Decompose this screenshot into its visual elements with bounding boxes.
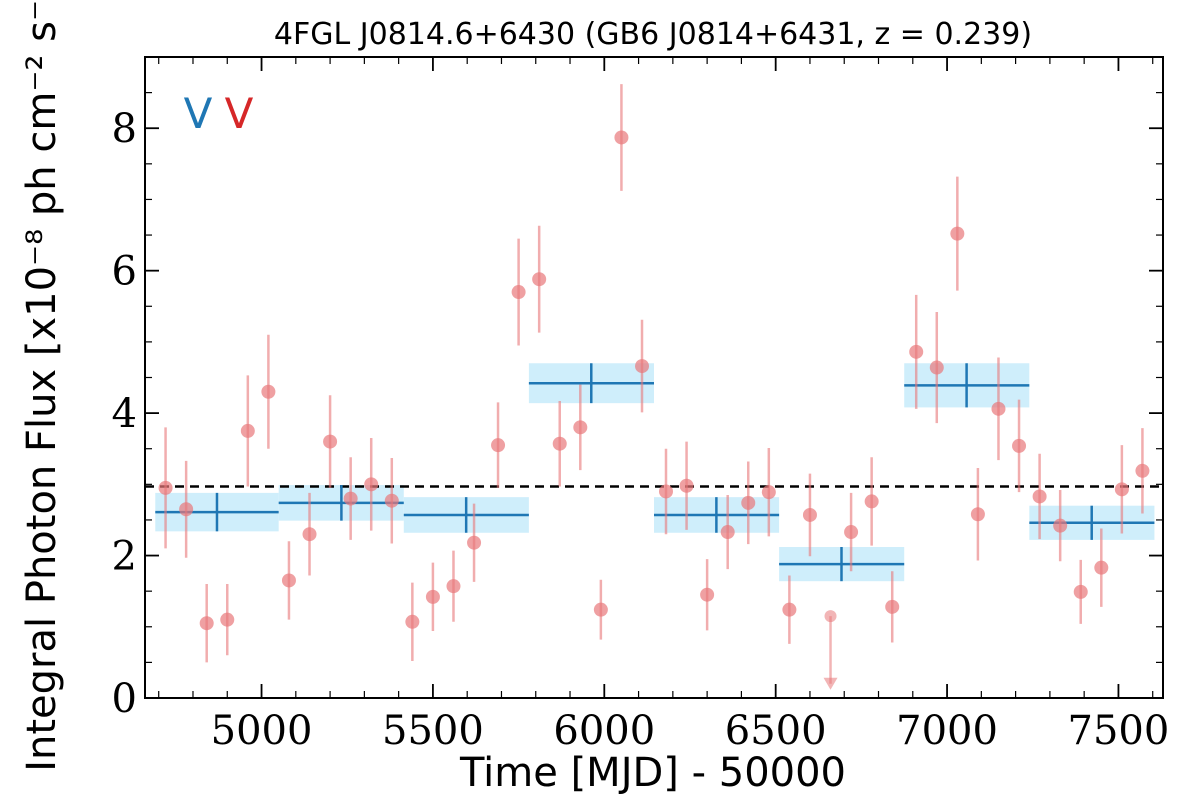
- upper-limit-arrow: [823, 677, 838, 690]
- data-point: [802, 507, 817, 522]
- data-point: [720, 525, 735, 540]
- data-point: [220, 612, 235, 627]
- data-point: [885, 599, 900, 614]
- data-point: [991, 401, 1006, 416]
- long-bin-bands: [155, 363, 1155, 582]
- data-point: [929, 360, 944, 375]
- data-point: [679, 478, 694, 493]
- x-axis-label: Time [MJD] - 50000: [459, 750, 846, 796]
- data-point: [425, 589, 440, 604]
- data-point: [593, 602, 608, 617]
- data-point: [970, 507, 985, 522]
- corner-letters: V V: [184, 89, 254, 138]
- data-point: [1053, 518, 1068, 533]
- data-point: [1073, 584, 1088, 599]
- data-point: [532, 272, 547, 287]
- data-point: [1114, 482, 1129, 497]
- x-tick-label: 5500: [382, 708, 484, 754]
- data-point: [511, 285, 526, 300]
- x-tick-label: 6000: [553, 708, 655, 754]
- chart-title: 4FGL J0814.6+6430 (GB6 J0814+6431, z = 0…: [274, 17, 1032, 52]
- data-point: [343, 491, 358, 506]
- data-point: [844, 525, 859, 540]
- axis-ticks: 5000 5500 6000 6500 7000 7500 0 2 4 6 8: [112, 57, 1170, 754]
- data-point: [446, 579, 461, 594]
- data-point: [240, 423, 255, 438]
- data-point: [323, 434, 338, 449]
- data-point: [1094, 560, 1109, 575]
- upper-limit-point: [824, 610, 837, 623]
- y-axis-label: Integral Photon Flux [x10⁻⁸ ph cm⁻² s⁻¹]: [19, 0, 65, 772]
- data-point: [950, 226, 965, 241]
- y-tick-label: 6: [112, 249, 137, 295]
- corner-letter-red: V: [225, 89, 254, 138]
- y-tick-label: 4: [112, 391, 137, 437]
- data-point: [364, 477, 379, 492]
- long-bin-markers: [155, 363, 1155, 582]
- data-point: [179, 502, 194, 517]
- data-point: [1032, 489, 1047, 504]
- data-point: [405, 614, 420, 629]
- data-point: [552, 436, 567, 451]
- x-tick-label: 7500: [1068, 708, 1170, 754]
- data-point: [199, 616, 214, 631]
- data-point: [1012, 438, 1027, 453]
- y-tick-label: 0: [112, 676, 137, 722]
- data-point: [384, 493, 399, 508]
- x-tick-label: 7000: [896, 708, 998, 754]
- data-point: [700, 587, 715, 602]
- data-point: [782, 602, 797, 617]
- data-point: [302, 527, 317, 542]
- data-point: [864, 494, 879, 509]
- corner-letter-blue: V: [184, 89, 213, 138]
- data-point: [614, 130, 629, 145]
- data-point: [573, 420, 588, 435]
- data-point: [491, 438, 506, 453]
- y-tick-label: 2: [112, 534, 137, 580]
- data-point: [741, 495, 756, 510]
- x-tick-label: 5000: [211, 708, 313, 754]
- data-point: [909, 344, 924, 359]
- x-tick-label: 6500: [725, 708, 827, 754]
- data-point: [658, 484, 673, 499]
- y-tick-label: 8: [112, 106, 137, 152]
- data-point: [1135, 463, 1150, 478]
- short-bin-points: [158, 84, 1150, 690]
- data-point: [158, 480, 173, 495]
- data-point: [281, 573, 296, 588]
- data-point: [261, 384, 276, 399]
- data-point: [467, 535, 482, 550]
- data-point: [635, 359, 650, 374]
- data-point: [761, 485, 776, 500]
